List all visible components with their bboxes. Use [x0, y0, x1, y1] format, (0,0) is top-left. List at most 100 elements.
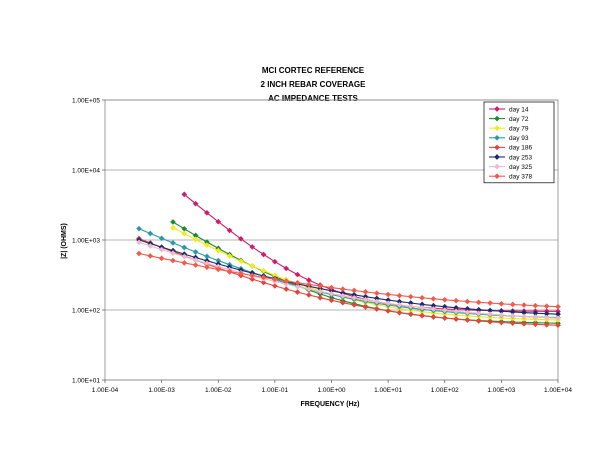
y-axis-label: |Z| (OHMS)	[61, 223, 68, 259]
legend-item: day 325	[489, 163, 533, 171]
data-point	[192, 262, 199, 268]
data-point	[464, 298, 471, 305]
data-point	[317, 283, 324, 289]
data-point	[464, 317, 471, 323]
data-point	[238, 235, 244, 242]
data-point	[260, 279, 267, 286]
data-point	[170, 240, 176, 246]
data-point	[430, 306, 437, 312]
y-axis-ticks: 1.00E+01 1.00E+02 1.00E+03 1.00E+04 1.00E+05	[72, 98, 105, 385]
data-point	[328, 284, 335, 291]
data-point	[272, 258, 278, 265]
data-point	[362, 296, 369, 303]
data-point	[487, 311, 493, 318]
data-point	[272, 272, 278, 279]
y-tick-label: 1.00E+03	[72, 238, 100, 245]
legend-marker	[494, 173, 500, 180]
data-point	[181, 253, 188, 260]
data-point	[407, 293, 414, 300]
y-tick-label: 1.00E+05	[72, 98, 100, 105]
x-axis-ticks: 1.00E-04 1.00E-03 1.00E-02 1.00E-01 1.00E+00…	[92, 380, 572, 394]
data-point	[328, 290, 335, 297]
legend-marker	[494, 144, 500, 151]
data-point	[373, 295, 380, 302]
data-point	[498, 312, 505, 318]
legend-label: day 325	[509, 164, 533, 171]
series-group	[136, 191, 561, 329]
data-point	[407, 311, 414, 317]
x-tick-label: 1.00E+00	[317, 387, 345, 394]
data-point	[181, 260, 188, 266]
legend-item: day 253	[489, 154, 533, 161]
data-point	[475, 299, 482, 306]
data-point	[339, 299, 346, 306]
x-tick-label: 1.00E-02	[205, 387, 232, 394]
x-tick-label: 1.00E+04	[544, 387, 572, 394]
data-point	[181, 225, 188, 232]
data-point	[396, 309, 403, 316]
legend-label: day 378	[509, 174, 533, 181]
data-point	[351, 294, 357, 301]
data-point	[294, 279, 301, 286]
data-point	[181, 191, 188, 198]
data-point	[306, 281, 312, 288]
data-point	[192, 257, 199, 263]
data-point	[407, 300, 414, 306]
series-line	[138, 241, 559, 319]
legend-label: day 79	[509, 126, 529, 133]
data-point	[498, 319, 505, 326]
series-day-253	[136, 237, 561, 318]
data-point	[170, 257, 176, 264]
chart-title-line: MCI CORTEC REFERENCE	[262, 66, 365, 75]
data-point	[543, 321, 550, 328]
data-point	[283, 278, 290, 284]
legend-marker	[494, 115, 500, 122]
data-point	[498, 300, 505, 307]
series-day-186	[136, 235, 561, 329]
data-point	[170, 250, 176, 256]
data-point	[464, 305, 471, 312]
x-tick-label: 1.00E-04	[92, 387, 119, 394]
data-point	[170, 219, 176, 225]
data-point	[521, 309, 527, 316]
data-point	[385, 291, 391, 298]
data-point	[204, 239, 210, 245]
data-point	[204, 253, 210, 260]
data-point	[464, 309, 471, 316]
data-point	[532, 302, 539, 309]
chart-title-line: AC IMPEDANCE TESTS	[268, 94, 358, 103]
data-point	[226, 268, 233, 275]
data-point	[147, 230, 154, 237]
x-tick-label: 1.00E+01	[374, 387, 402, 394]
series-line	[183, 193, 558, 312]
data-point	[249, 263, 256, 269]
data-point	[475, 306, 482, 313]
data-point	[419, 294, 425, 301]
data-point	[543, 303, 550, 310]
data-point	[147, 253, 154, 259]
data-point	[238, 258, 244, 264]
data-point	[328, 287, 335, 294]
data-point	[475, 318, 482, 324]
legend-marker	[494, 154, 500, 160]
data-point	[441, 303, 448, 310]
data-point	[204, 209, 210, 216]
data-point	[226, 227, 233, 234]
x-tick-label: 1.00E+03	[487, 387, 515, 394]
legend-label: day 93	[509, 135, 529, 142]
data-point	[204, 264, 210, 271]
data-point	[170, 224, 176, 231]
data-point	[158, 235, 165, 242]
data-point	[509, 301, 516, 308]
data-point	[158, 255, 165, 262]
chart-title: MCI CORTEC REFERENCE 2 INCH REBAR COVERA…	[261, 66, 367, 103]
data-point	[340, 290, 346, 296]
y-tick-label: 1.00E+02	[72, 308, 100, 315]
data-point	[441, 296, 448, 303]
data-point	[509, 312, 516, 319]
legend-item: day 72	[489, 115, 529, 123]
data-point	[215, 257, 222, 264]
data-point	[373, 306, 380, 312]
legend-label: day 253	[509, 154, 533, 161]
data-point	[351, 287, 357, 294]
